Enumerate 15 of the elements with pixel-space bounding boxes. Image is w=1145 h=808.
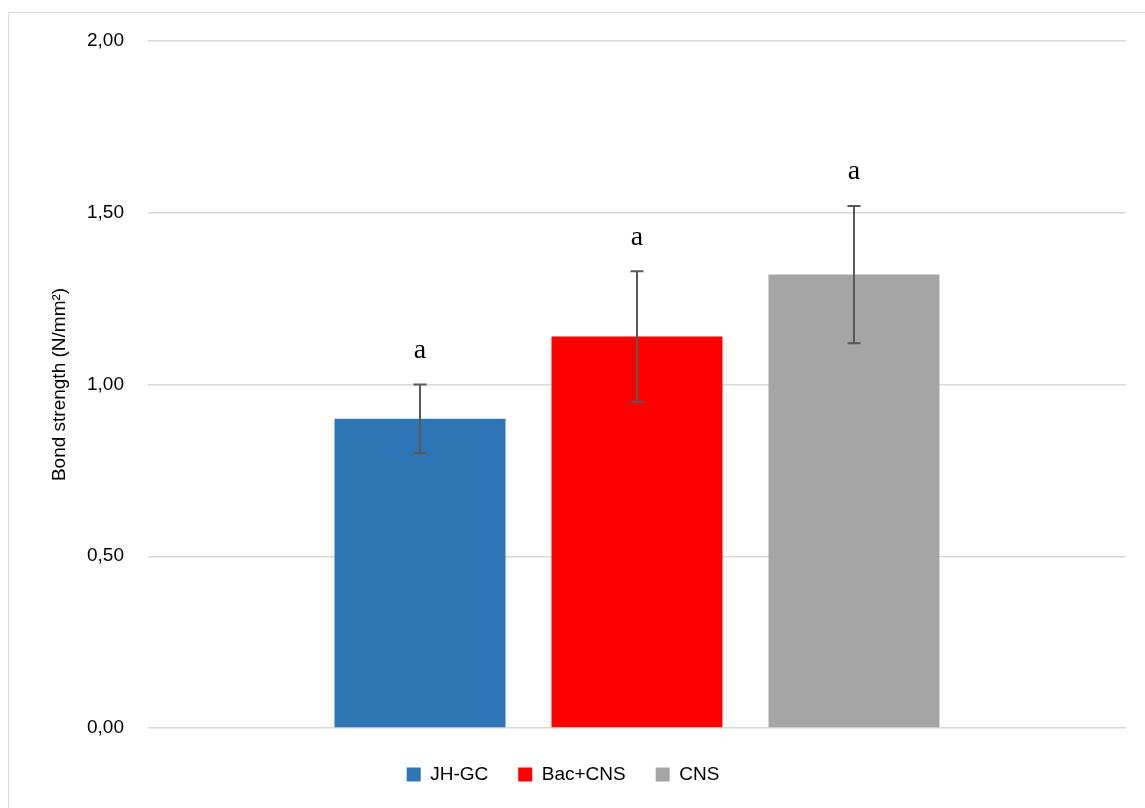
annotation: a — [847, 154, 861, 186]
annotation: a — [630, 219, 644, 251]
y-tick-label: 2,00 — [87, 29, 124, 51]
bar — [768, 274, 940, 728]
legend-label: JH-GC — [430, 762, 489, 784]
annotation: a — [413, 332, 427, 364]
y-tick-label: 1,50 — [87, 200, 124, 222]
y-tick-label: 0,50 — [87, 544, 124, 566]
bar — [551, 336, 723, 728]
legend-label: Bac+CNS — [541, 762, 626, 784]
y-tick-label: 1,00 — [87, 372, 124, 394]
bar — [334, 418, 506, 728]
legend-label: CNS — [679, 762, 720, 784]
y-axis-title: Bond strength (N/mm²) — [47, 287, 69, 482]
y-tick-label: 0,00 — [87, 716, 124, 738]
